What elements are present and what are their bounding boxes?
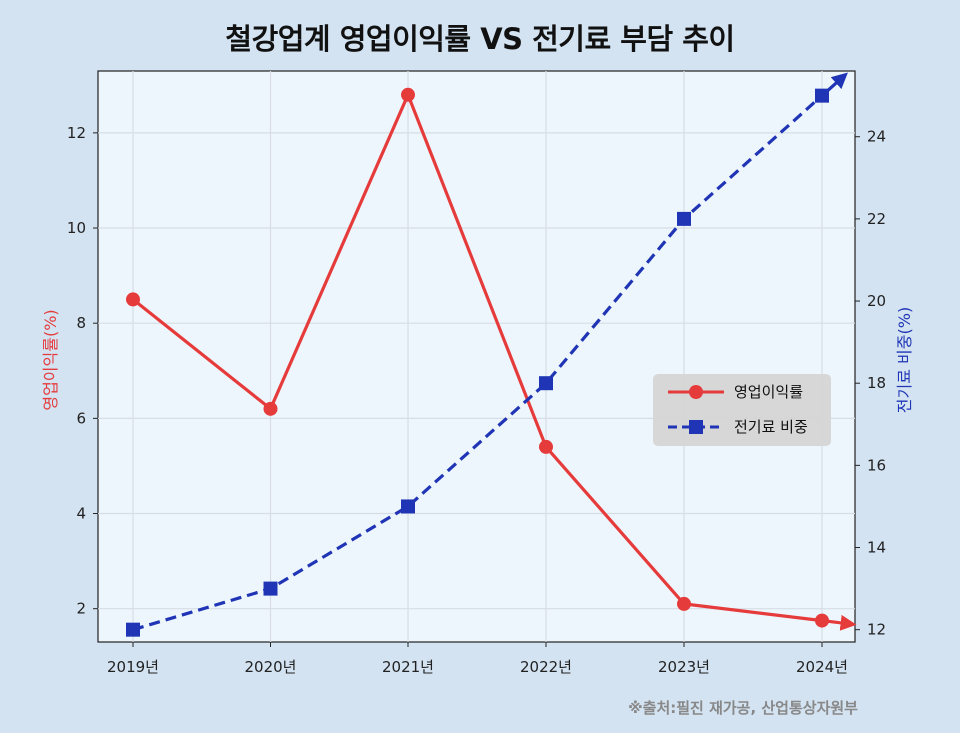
y-left-tick-label: 8	[76, 314, 86, 332]
series-line-electricity-share	[132, 94, 824, 632]
legend-label-operating-margin: 영업이익률	[734, 383, 803, 401]
data-point-electricity-share	[263, 581, 278, 596]
series-line-operating-margin	[132, 93, 823, 623]
y-left-tick-label: 10	[67, 219, 86, 237]
data-point-operating-margin	[539, 439, 553, 454]
x-tick-label: 2020년	[245, 658, 297, 676]
data-point-operating-margin	[263, 401, 278, 416]
x-tick-label: 2019년	[107, 658, 159, 676]
legend-marker-operating-margin	[689, 385, 703, 399]
y-left-tick-label: 2	[76, 600, 86, 618]
x-tick-label: 2023년	[658, 658, 710, 676]
legend-label-electricity-share: 전기료 비중	[734, 418, 808, 436]
data-point-operating-margin	[677, 596, 691, 611]
data-point-operating-margin	[126, 292, 140, 307]
y-right-tick-label: 12	[867, 621, 886, 639]
y-left-tick-label: 4	[76, 505, 86, 523]
y-right-tick-label: 20	[867, 292, 886, 310]
source-note: ※출처:필진 재가공, 산업통상자원부	[628, 699, 858, 717]
y-right-tick-label: 14	[867, 539, 886, 557]
plot-area	[97, 70, 856, 643]
legend: 영업이익률 전기료 비중	[653, 374, 831, 446]
x-tick-label: 2022년	[520, 658, 572, 676]
x-tick-label: 2024년	[796, 658, 848, 676]
data-point-electricity-share	[815, 88, 829, 103]
y-right-tick-label: 18	[867, 374, 886, 392]
data-point-electricity-share	[539, 376, 553, 391]
data-point-operating-margin	[401, 87, 415, 102]
data-point-electricity-share	[126, 622, 140, 637]
y-right-tick-label: 16	[867, 456, 886, 474]
data-point-electricity-share	[677, 211, 691, 226]
legend-marker-electricity-share	[689, 420, 703, 434]
y-right-tick-label: 22	[867, 210, 886, 228]
data-point-operating-margin	[815, 613, 829, 628]
x-tick-label: 2021년	[382, 658, 434, 676]
y-left-tick-label: 12	[67, 124, 86, 142]
chart-title: 철강업계 영업이익률 VS 전기료 부담 추이	[225, 22, 735, 56]
y-left-tick-label: 6	[76, 409, 86, 427]
y-right-tick-label: 24	[867, 128, 886, 146]
data-point-electricity-share	[401, 499, 415, 514]
y-axis-right-label: 전기료 비중(%)	[895, 307, 914, 413]
y-axis-left-label: 영업이익률(%)	[41, 309, 60, 410]
